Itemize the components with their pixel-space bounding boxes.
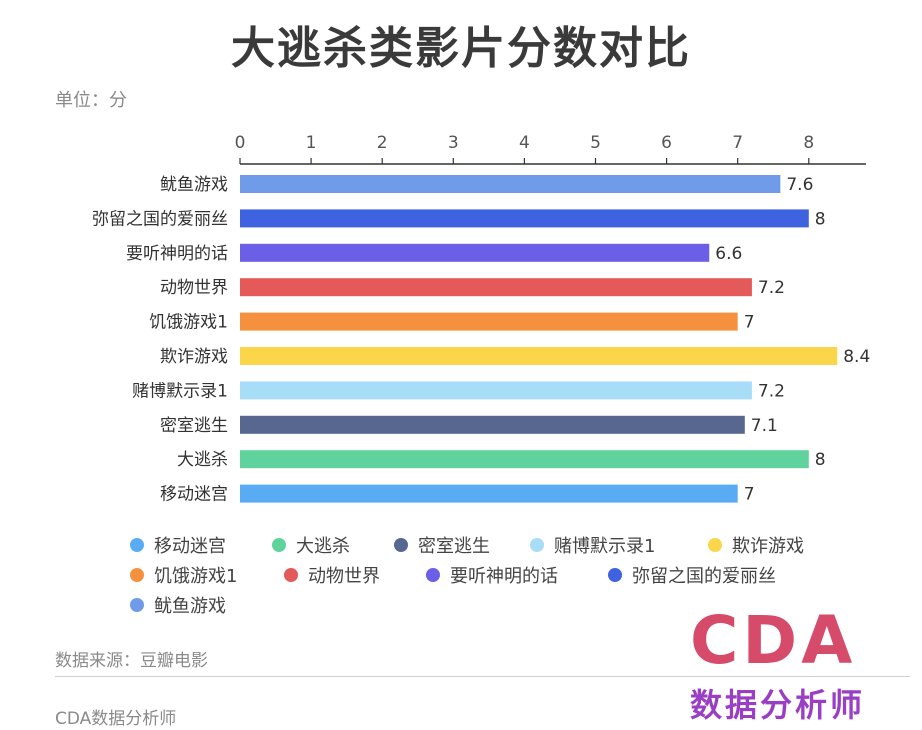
category-label: 弥留之国的爱丽丝	[92, 209, 228, 229]
cda-logo-mark: CDA	[690, 602, 857, 679]
legend-item: 动物世界	[284, 562, 380, 588]
value-label: 6.6	[715, 244, 742, 264]
value-label: 8	[815, 209, 826, 229]
value-label: 8	[815, 450, 826, 470]
value-label: 7	[744, 313, 755, 333]
category-label: 要听神明的话	[126, 244, 228, 264]
x-tick-label: 3	[448, 133, 459, 153]
bar-chart: 0 1 2 3 4 5 6 7 8 鱿鱼游戏 7.6 弥留之国的爱丽丝 8 要听神明的话 6.6 动物世界 7.…	[92, 133, 870, 505]
x-tick-label: 7	[732, 133, 743, 153]
legend-dot-icon	[394, 538, 408, 552]
legend-label: 大逃杀	[296, 536, 350, 557]
cda-logo-text: 数据分析师	[690, 686, 866, 724]
legend-label: 弥留之国的爱丽丝	[632, 566, 776, 587]
x-tick-label: 2	[377, 133, 388, 153]
bar	[240, 209, 809, 228]
legend-item: 移动迷宫	[130, 532, 226, 558]
legend-dot-icon	[608, 568, 622, 582]
legend-label: 动物世界	[308, 566, 380, 587]
value-label: 7.1	[751, 416, 778, 436]
bar	[240, 381, 752, 400]
legend-dot-icon	[426, 568, 440, 582]
divider	[55, 676, 910, 677]
value-label: 7.2	[758, 381, 785, 401]
category-label: 大逃杀	[177, 450, 228, 470]
footer-brand: CDA数据分析师	[55, 709, 177, 729]
legend-item: 赌博默示录1	[530, 532, 655, 558]
legend-label: 欺诈游戏	[732, 536, 804, 557]
legend-dot-icon	[130, 568, 144, 582]
legend-dot-icon	[708, 538, 722, 552]
legend-dot-icon	[284, 568, 298, 582]
bar	[240, 484, 738, 503]
unit-label: 单位：分	[55, 90, 127, 111]
legend-item: 欺诈游戏	[708, 532, 804, 558]
legend-item: 大逃杀	[272, 532, 350, 558]
legend-dot-icon	[130, 598, 144, 612]
legend-item: 弥留之国的爱丽丝	[608, 562, 776, 588]
value-label: 8.4	[843, 347, 870, 367]
category-label: 鱿鱼游戏	[160, 175, 228, 195]
x-tick-label: 1	[306, 133, 317, 153]
legend-dot-icon	[130, 538, 144, 552]
category-label: 欺诈游戏	[160, 347, 228, 367]
bar	[240, 175, 781, 193]
bar	[240, 243, 710, 262]
legend-dot-icon	[272, 538, 286, 552]
category-label: 饥饿游戏1	[149, 313, 228, 333]
x-tick-label: 8	[803, 133, 814, 153]
value-label: 7.2	[758, 278, 785, 298]
value-label: 7.6	[786, 175, 813, 195]
bar	[240, 312, 738, 331]
x-tick-label: 4	[519, 133, 530, 153]
value-label: 7	[744, 485, 755, 505]
legend-label: 赌博默示录1	[554, 536, 656, 557]
bar	[240, 278, 752, 297]
bar	[240, 450, 809, 469]
category-label: 赌博默示录1	[132, 381, 228, 401]
chart-title: 大逃杀类影片分数对比	[231, 23, 691, 74]
legend-label: 要听神明的话	[450, 566, 558, 587]
bar	[240, 415, 745, 434]
legend-item: 密室逃生	[394, 532, 490, 558]
legend-label: 饥饿游戏1	[154, 566, 238, 587]
legend-item: 饥饿游戏1	[130, 562, 237, 588]
data-source: 数据来源：豆瓣电影	[55, 651, 208, 671]
x-tick-label: 0	[235, 133, 246, 153]
legend-item: 鱿鱼游戏	[130, 592, 226, 618]
category-label: 密室逃生	[160, 416, 228, 436]
x-tick-label: 5	[590, 133, 601, 153]
legend-item: 要听神明的话	[426, 562, 558, 588]
legend-label: 密室逃生	[418, 536, 490, 557]
legend-label: 鱿鱼游戏	[154, 596, 226, 617]
category-label: 移动迷宫	[160, 485, 228, 505]
legend-label: 移动迷宫	[154, 536, 226, 557]
category-label: 动物世界	[160, 278, 228, 298]
bar	[240, 347, 838, 365]
legend-dot-icon	[530, 538, 544, 552]
x-tick-label: 6	[661, 133, 672, 153]
